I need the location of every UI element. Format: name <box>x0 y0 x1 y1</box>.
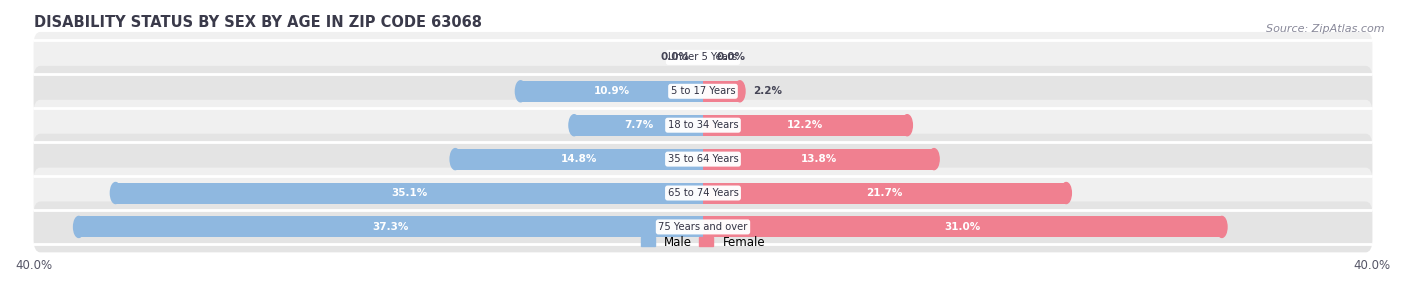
Bar <box>520 81 703 102</box>
FancyBboxPatch shape <box>34 66 1372 117</box>
FancyBboxPatch shape <box>34 202 1372 252</box>
Bar <box>703 149 934 170</box>
Text: 10.9%: 10.9% <box>593 86 630 96</box>
Circle shape <box>111 182 121 203</box>
Bar <box>574 115 703 136</box>
Circle shape <box>734 81 745 102</box>
Bar <box>703 81 740 102</box>
Legend: Male, Female: Male, Female <box>636 231 770 253</box>
Text: Under 5 Years: Under 5 Years <box>668 52 738 63</box>
Bar <box>456 149 703 170</box>
Circle shape <box>1062 182 1071 203</box>
Text: 12.2%: 12.2% <box>787 120 824 130</box>
Text: 18 to 34 Years: 18 to 34 Years <box>668 120 738 130</box>
Text: 5 to 17 Years: 5 to 17 Years <box>671 86 735 96</box>
Text: 7.7%: 7.7% <box>624 120 654 130</box>
Bar <box>703 115 907 136</box>
Text: 31.0%: 31.0% <box>945 222 980 232</box>
Circle shape <box>450 149 461 170</box>
Text: 13.8%: 13.8% <box>800 154 837 164</box>
Circle shape <box>569 115 579 136</box>
Bar <box>703 217 1222 238</box>
Text: 75 Years and over: 75 Years and over <box>658 222 748 232</box>
Text: 0.0%: 0.0% <box>717 52 745 63</box>
Text: 65 to 74 Years: 65 to 74 Years <box>668 188 738 198</box>
Text: 21.7%: 21.7% <box>866 188 903 198</box>
Circle shape <box>516 81 526 102</box>
Bar <box>703 182 1066 203</box>
Circle shape <box>73 217 84 238</box>
FancyBboxPatch shape <box>34 100 1372 151</box>
Text: 14.8%: 14.8% <box>561 154 598 164</box>
Text: 35 to 64 Years: 35 to 64 Years <box>668 154 738 164</box>
Bar <box>115 182 703 203</box>
Circle shape <box>929 149 939 170</box>
Text: DISABILITY STATUS BY SEX BY AGE IN ZIP CODE 63068: DISABILITY STATUS BY SEX BY AGE IN ZIP C… <box>34 15 482 30</box>
FancyBboxPatch shape <box>34 134 1372 185</box>
Text: 35.1%: 35.1% <box>391 188 427 198</box>
FancyBboxPatch shape <box>34 167 1372 218</box>
Bar <box>79 217 703 238</box>
Text: 0.0%: 0.0% <box>661 52 689 63</box>
Text: 37.3%: 37.3% <box>373 222 409 232</box>
Text: 2.2%: 2.2% <box>754 86 782 96</box>
Text: Source: ZipAtlas.com: Source: ZipAtlas.com <box>1267 24 1385 34</box>
Circle shape <box>1216 217 1227 238</box>
Circle shape <box>903 115 912 136</box>
FancyBboxPatch shape <box>34 32 1372 83</box>
